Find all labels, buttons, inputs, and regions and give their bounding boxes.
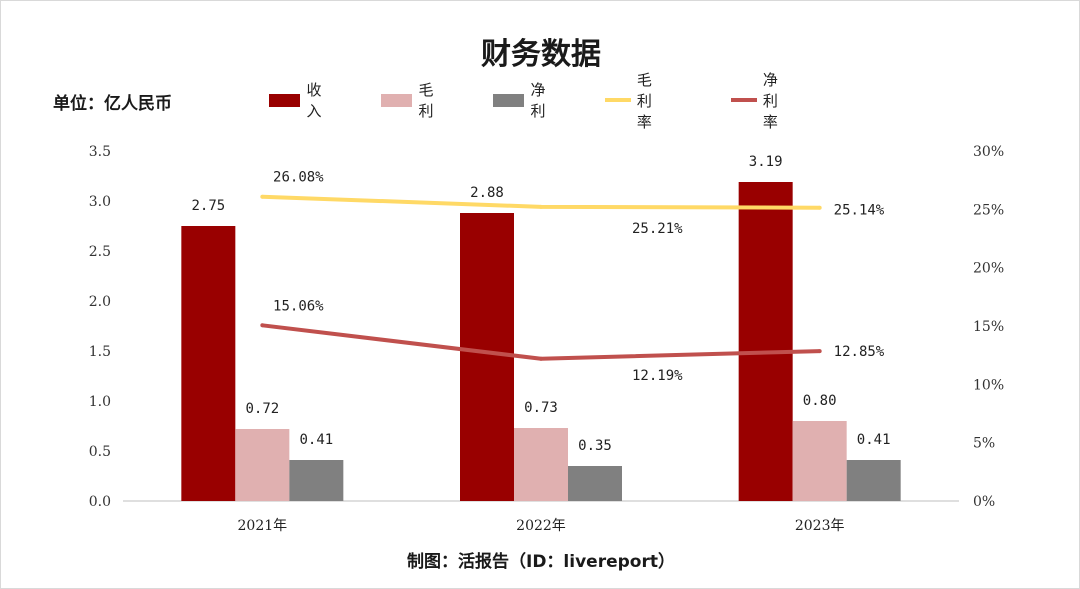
y-right-tick-label: 20% [973,261,1004,277]
line-data-label: 25.14% [834,203,885,219]
bar-1 [738,182,793,501]
y-left-tick-label: 2.5 [89,244,111,260]
legend-item-net-profit: 净利 [493,81,554,120]
bar-data-label: 2.88 [470,185,504,201]
legend-label-net-profit: 净利 [530,81,546,120]
y-left-tick-label: 0.0 [89,494,111,510]
line-point [817,349,822,354]
line-data-label: 26.08% [273,170,324,186]
legend-swatch-net-margin [731,98,757,102]
legend-item-gross-profit: 毛利 [381,81,442,120]
line-data-label: 15.06% [273,298,324,314]
bar-data-label: 3.19 [749,154,783,170]
legend-item-net-margin: 净利率 [731,71,792,131]
legend-label-revenue: 收入 [306,81,322,120]
source-caption: 制图：活报告（ID：livereport） [407,552,675,572]
x-tick-label: 2023年 [795,518,845,534]
bar-data-label: 2.75 [191,198,225,214]
y-right-tick-label: 25% [973,202,1004,218]
bar-2 [792,421,847,501]
y-right-tick-label: 0% [973,494,995,510]
legend-label-gross-margin: 毛利率 [636,70,652,131]
legend-label-net-margin: 净利率 [762,70,778,131]
legend-swatch-revenue [269,93,301,107]
legend-swatch-gross-profit [381,93,413,107]
bar-data-label: 0.72 [245,401,279,417]
line-data-label: 12.19% [632,368,683,384]
y-left-tick-label: 3.0 [89,194,111,210]
bar-3 [568,466,622,501]
line-data-label: 12.85% [834,344,885,360]
y-left-tick-label: 3.5 [89,144,111,160]
bar-1 [181,226,236,501]
y-right-tick-label: 10% [973,377,1004,393]
unit-label: 单位：亿人民币 [53,94,172,114]
y-right-tick-label: 30% [973,144,1004,160]
x-tick-label: 2021年 [238,518,288,534]
y-right-tick-label: 15% [973,319,1004,335]
x-tick-label: 2022年 [516,518,566,534]
bar-2 [514,428,568,501]
legend-label-gross-profit: 毛利 [418,81,434,120]
line-point [817,205,822,210]
legend-item-gross-margin: 毛利率 [605,71,666,131]
legend-item-revenue: 收入 [269,81,330,120]
line-point [260,323,265,328]
bar-data-label: 0.35 [578,438,612,454]
bar-data-label: 0.41 [857,432,891,448]
bar-3 [846,460,901,501]
line-data-label: 25.21% [632,221,683,237]
chart-title: 财务数据 [481,37,601,72]
bar-data-label: 0.73 [524,400,558,416]
line-series-2 [262,323,820,361]
bar-1 [460,213,514,501]
bar-data-label: 0.80 [803,393,837,409]
y-right-tick-label: 5% [973,436,995,452]
y-left-tick-label: 0.5 [89,444,111,460]
y-left-tick-label: 1.0 [89,394,111,410]
line-point [539,356,543,361]
legend-swatch-gross-margin [605,98,631,102]
y-left-tick-label: 1.5 [89,344,111,360]
y-left-tick-label: 2.0 [89,294,111,310]
bar-3 [289,460,344,501]
bar-data-label: 0.41 [299,432,333,448]
line-point [260,194,265,199]
legend-swatch-net-profit [493,93,525,107]
line-point [539,204,543,209]
bar-2 [235,429,290,501]
